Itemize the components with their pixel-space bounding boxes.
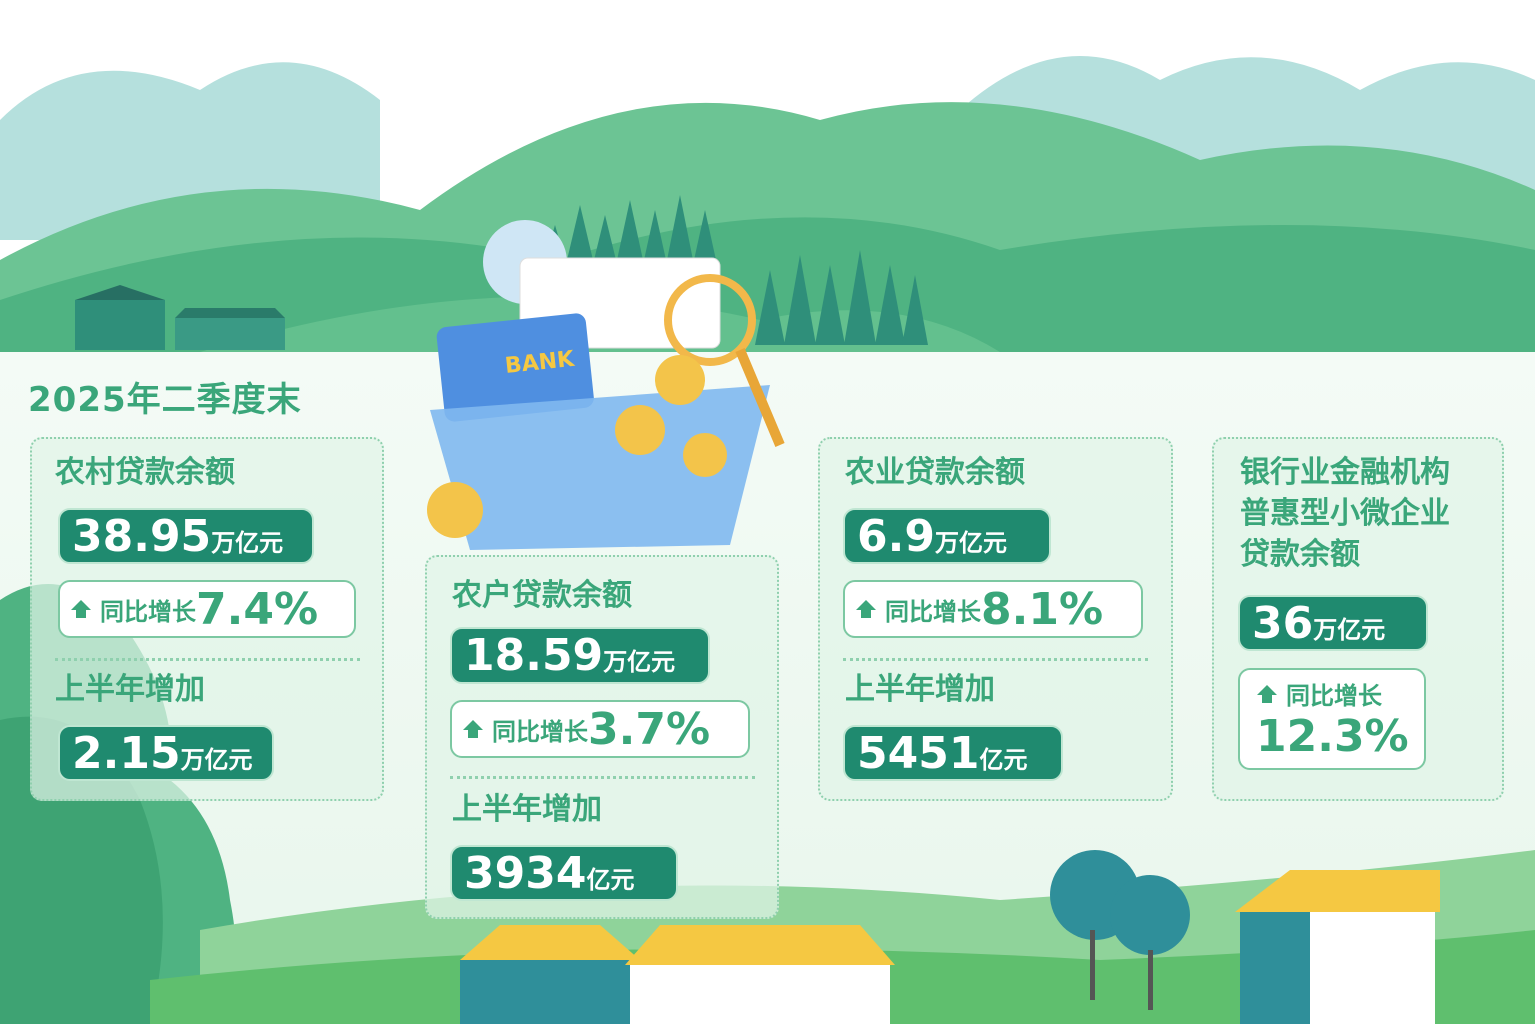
small-micro-loans-growth: 同比增长 12.3% (1238, 668, 1426, 770)
value: 38.95 (72, 511, 212, 562)
agri-loans-label: 农业贷款余额 (845, 455, 1025, 490)
rural-loans-growth: 同比增长 7.4% (58, 580, 356, 638)
farmer-loans-label: 农户贷款余额 (452, 578, 632, 613)
rural-loans-label: 农村贷款余额 (55, 455, 235, 490)
up-arrow-icon (71, 600, 91, 618)
agri-loans-half-year: 5451 亿元 (843, 725, 1063, 781)
rural-loans-half-year: 2.15 万亿元 (58, 725, 274, 781)
up-arrow-icon (463, 720, 483, 738)
divider (55, 658, 360, 661)
small-micro-loans-balance: 36 万亿元 (1238, 595, 1428, 651)
divider (450, 776, 755, 779)
half-year-label: 上半年增加 (845, 672, 995, 707)
agri-loans-growth: 同比增长 8.1% (843, 580, 1143, 638)
agri-loans-balance: 6.9 万亿元 (843, 508, 1051, 564)
up-arrow-icon (1257, 684, 1277, 703)
divider (843, 658, 1148, 661)
half-year-label: 上半年增加 (55, 672, 205, 707)
rural-loans-balance: 38.95 万亿元 (58, 508, 314, 564)
small-micro-label-line3: 贷款余额 (1240, 537, 1360, 572)
page-heading: 2025年二季度末 (28, 380, 302, 420)
farmer-loans-half-year: 3934 亿元 (450, 845, 678, 901)
small-micro-label-line1: 银行业金融机构 (1240, 455, 1450, 490)
up-arrow-icon (856, 600, 876, 618)
farmer-loans-growth: 同比增长 3.7% (450, 700, 750, 758)
half-year-label: 上半年增加 (452, 792, 602, 827)
unit: 万亿元 (211, 529, 284, 557)
small-micro-label-line2: 普惠型小微企业 (1240, 496, 1450, 531)
farmer-loans-balance: 18.59 万亿元 (450, 627, 710, 684)
